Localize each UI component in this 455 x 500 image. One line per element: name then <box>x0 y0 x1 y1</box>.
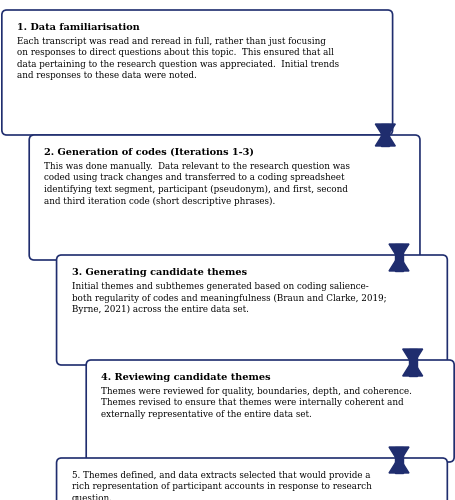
Text: 5. Themes defined, and data extracts selected that would provide a
rich represen: 5. Themes defined, and data extracts sel… <box>71 471 371 500</box>
Text: Initial themes and subthemes generated based on coding salience-
both regularity: Initial themes and subthemes generated b… <box>71 282 385 314</box>
FancyBboxPatch shape <box>29 135 419 260</box>
Polygon shape <box>402 349 422 365</box>
FancyBboxPatch shape <box>86 360 453 462</box>
Text: 1. Data familiarisation: 1. Data familiarisation <box>17 23 139 32</box>
Polygon shape <box>394 244 402 271</box>
Text: 4. Reviewing candidate themes: 4. Reviewing candidate themes <box>101 373 270 382</box>
Text: 3. Generating candidate themes: 3. Generating candidate themes <box>71 268 246 277</box>
FancyBboxPatch shape <box>56 458 446 500</box>
Text: 2. Generation of codes (Iterations 1-3): 2. Generation of codes (Iterations 1-3) <box>44 148 253 157</box>
Polygon shape <box>380 124 389 146</box>
Polygon shape <box>388 457 408 473</box>
Polygon shape <box>388 255 408 271</box>
Polygon shape <box>374 130 394 146</box>
Polygon shape <box>388 244 408 260</box>
Text: Each transcript was read and reread in full, rather than just focusing
on respon: Each transcript was read and reread in f… <box>17 37 338 80</box>
FancyBboxPatch shape <box>56 255 446 365</box>
Polygon shape <box>402 360 422 376</box>
Polygon shape <box>374 124 394 140</box>
Text: Themes were reviewed for quality, boundaries, depth, and coherence.
Themes revis: Themes were reviewed for quality, bounda… <box>101 387 411 419</box>
Polygon shape <box>388 447 408 463</box>
Polygon shape <box>394 447 402 473</box>
Polygon shape <box>408 349 416 376</box>
FancyBboxPatch shape <box>2 10 392 135</box>
Text: This was done manually.  Data relevant to the research question was
coded using : This was done manually. Data relevant to… <box>44 162 349 206</box>
